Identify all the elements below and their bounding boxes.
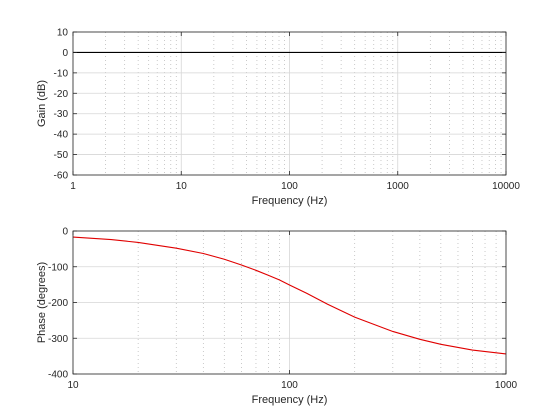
phase-plot: 10 100 1000 0 -100 -200 -300 -400 Frequency (Hz)…	[36, 227, 518, 407]
phase-x-tick-label: 1000	[495, 380, 518, 391]
gain-x-tick-label: 100	[281, 181, 298, 192]
gain-x-axis-label: Frequency (Hz)	[252, 195, 328, 207]
phase-x-axis-label: Frequency (Hz)	[252, 394, 328, 406]
gain-y-tick-label: -20	[54, 89, 69, 100]
gain-plot: 1 10 100 1000 10000100-10-20-30-40-50-60Freq…	[36, 28, 520, 208]
gain-y-tick-label: -40	[54, 130, 69, 141]
gain-x-tick-label: 1	[70, 181, 76, 192]
phase-x-tick-label: 10	[67, 380, 79, 391]
gain-x-tick-label: 10000	[492, 181, 520, 192]
gain-x-tick-label: 10	[176, 181, 188, 192]
gain-y-tick-label: -60	[54, 171, 69, 182]
phase-y-tick-label: -300	[48, 334, 68, 345]
gain-y-axis-label: Gain (dB)	[36, 80, 48, 127]
phase-series-line	[72, 236, 507, 355]
gain-x-tick-label: 1000	[387, 181, 410, 192]
gain-y-tick-label: -30	[54, 109, 69, 120]
gain-y-tick-label: -10	[54, 68, 69, 79]
gain-y-tick-label: -50	[54, 150, 69, 161]
phase-y-tick-label: -200	[48, 298, 68, 309]
phase-y-tick-label: -400	[48, 370, 68, 381]
gain-y-tick-label: 10	[57, 28, 69, 39]
phase-y-axis-label: Phase (degrees)	[36, 262, 48, 343]
gain-y-tick-label: 0	[62, 48, 68, 59]
phase-y-tick-label: 0	[62, 227, 68, 238]
phase-x-tick-label: 100	[281, 380, 298, 391]
phase-y-tick-label: -100	[48, 262, 68, 273]
